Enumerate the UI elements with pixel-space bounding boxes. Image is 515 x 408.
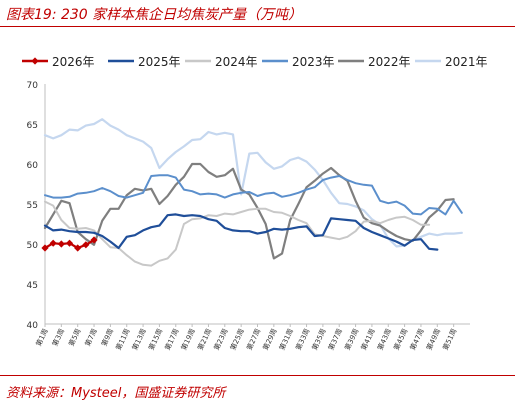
- x-tick-label: 第21周: [195, 327, 213, 352]
- data-point-marker: [41, 244, 49, 252]
- y-tick-label: 40: [27, 321, 39, 331]
- x-tick-label: 第19周: [179, 327, 197, 352]
- x-tick-label: 第25周: [228, 327, 246, 352]
- x-tick-label: 第39周: [343, 327, 361, 352]
- y-tick-label: 65: [27, 121, 38, 131]
- legend-label: 2021年: [445, 55, 488, 69]
- data-point-marker: [49, 239, 57, 247]
- x-tick-label: 第37周: [326, 327, 344, 352]
- x-tick-label: 第9周: [99, 327, 115, 348]
- source-note: 资料来源：Mysteel，国盛证券研究所: [6, 386, 226, 401]
- source-divider: [0, 375, 515, 376]
- x-tick-label: 第27周: [244, 327, 262, 352]
- series-line-3: [44, 174, 463, 216]
- data-point-marker: [90, 236, 98, 244]
- data-point-marker: [74, 244, 82, 252]
- x-tick-label: 第13周: [130, 327, 148, 352]
- data-point-marker: [65, 239, 74, 247]
- legend-label: 2026年: [52, 55, 95, 69]
- x-tick-label: 第17周: [163, 327, 181, 352]
- x-tick-label: 第51周: [441, 327, 459, 352]
- series-line-2: [44, 200, 431, 267]
- legend-label: 2023年: [292, 55, 335, 69]
- x-axis: 第1周 第3周 第5周 第7周 第9周 第11周 第13周 第15周 第17周 第19周 第21周第…: [34, 323, 470, 352]
- data-point-marker: [82, 241, 90, 249]
- y-tick-label: 70: [27, 81, 39, 91]
- x-tick-label: 第45周: [392, 327, 410, 352]
- x-tick-label: 第43周: [375, 327, 393, 352]
- x-tick-label: 第35周: [310, 327, 328, 352]
- x-tick-label: 第31周: [277, 327, 295, 352]
- x-tick-label: 第15周: [146, 327, 164, 352]
- x-tick-label: 第33周: [294, 327, 312, 352]
- x-tick-label: 第7周: [83, 327, 99, 348]
- y-tick-label: 55: [27, 201, 38, 211]
- x-tick-label: 第3周: [50, 327, 66, 348]
- x-tick-label: 第47周: [408, 327, 426, 352]
- series-line-1: [43, 213, 439, 251]
- title-divider: [0, 26, 515, 27]
- y-tick-label: 60: [27, 161, 39, 171]
- x-tick-label: 第29周: [261, 327, 279, 352]
- series-line-5: [43, 118, 463, 248]
- legend: 2026年 2025年 2024年 2023年 2022年 2021年: [22, 55, 488, 69]
- x-tick-label: 第49周: [424, 327, 442, 352]
- legend-label: 2022年: [368, 55, 411, 69]
- legend-label: 2025年: [138, 55, 181, 69]
- legend-label: 2024年: [215, 55, 258, 69]
- series-line-4: [43, 162, 455, 260]
- x-tick-label: 第5周: [67, 327, 83, 348]
- y-tick-label: 50: [27, 241, 39, 251]
- y-tick-label: 45: [27, 281, 38, 291]
- data-point-marker: [57, 240, 65, 248]
- plot-lines: [41, 118, 463, 267]
- x-tick-label: 第41周: [359, 327, 377, 352]
- y-axis: 40 45 50 55 60 65 70: [27, 81, 46, 331]
- x-tick-label: 第23周: [212, 327, 230, 352]
- legend-marker: [31, 57, 39, 65]
- x-tick-label: 第11周: [114, 327, 132, 352]
- chart-title: 图表19: 230 家样本焦企日均焦炭产量（万吨）: [6, 7, 303, 23]
